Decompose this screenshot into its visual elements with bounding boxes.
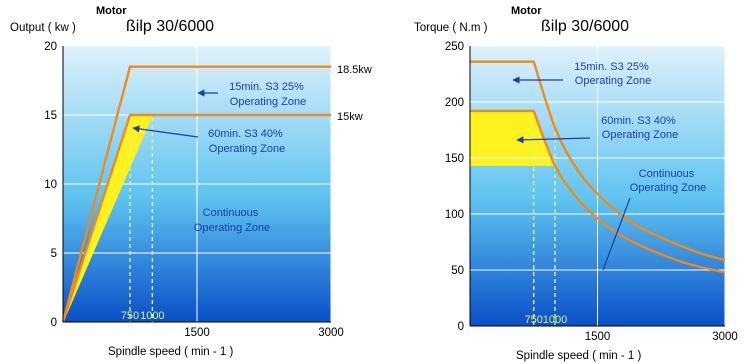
output-annotation-60min: 60min. S3 40% Operating Zone	[208, 128, 286, 155]
output-y-tick-labels: 0 5 10 15 20	[44, 41, 57, 329]
output-motor-model: ßilp 30/6000	[126, 18, 214, 35]
yellow-zone-area	[470, 110, 555, 166]
output-speed-markers: 750 1000	[121, 118, 165, 322]
output-series-lines	[61, 65, 331, 323]
torque-x-axis-label: Spindle speed ( min - 1 )	[516, 350, 641, 362]
output-annotation-continuous: Continuous Operating Zone	[194, 207, 270, 234]
torque-annotation-15min: 15min. S3 25% Operating Zone	[574, 61, 652, 87]
output-yellow-zone	[62, 114, 153, 323]
output-y-axis-label: Output ( kw )	[10, 22, 76, 34]
output-x-tick-labels: 1500 3000	[184, 327, 344, 339]
speed-marker-label: 1000	[543, 314, 567, 326]
y-tick-label: 5	[51, 248, 57, 260]
y-tick-label: 50	[451, 265, 464, 277]
torque-annotation-60min: 60min. S3 40% Operating Zone	[601, 115, 679, 141]
torque-annotation-continuous: Continuous Operating Zone	[630, 168, 706, 194]
y-tick-label: 250	[445, 41, 464, 53]
torque-annotation-continuous-leader	[602, 197, 631, 271]
continuous-boundary-line	[62, 114, 153, 323]
y-tick-label: 0	[458, 321, 464, 333]
y-tick-label: 200	[445, 97, 464, 109]
speed-marker-label: 750	[525, 314, 543, 326]
y-tick-label: 0	[51, 317, 57, 329]
torque-y-tick-labels: 0 50 100 150 200 250	[445, 41, 464, 333]
series-curve-15min	[61, 65, 331, 323]
x-tick-label: 3000	[318, 327, 344, 339]
y-tick-label: 100	[445, 209, 464, 221]
output-motor-label: Motor	[96, 5, 127, 17]
output-end-label-18-5kw: 18.5kw	[337, 64, 372, 76]
torque-annotation-60min-leader	[516, 136, 591, 144]
output-annotation-60min-leader	[132, 125, 199, 138]
output-end-label-15kw: 15kw	[337, 111, 363, 123]
series-curve-60min	[470, 109, 726, 274]
torque-motor-model: ßilp 30/6000	[541, 18, 629, 35]
y-tick-label: 15	[44, 110, 57, 122]
y-tick-label: 20	[44, 41, 57, 53]
torque-chart: 750 1000 0 50 100 150 200 250 1500 3000 Motor ß…	[414, 5, 738, 362]
series-curve-60min	[61, 113, 331, 323]
speed-marker-label: 750	[121, 310, 139, 322]
output-x-axis-label: Spindle speed ( min - 1 )	[108, 346, 233, 358]
torque-series-lines	[470, 60, 726, 274]
x-tick-label: 3000	[712, 331, 738, 343]
y-tick-label: 150	[445, 153, 464, 165]
x-tick-label: 1500	[184, 327, 210, 339]
speed-marker-label: 1000	[140, 310, 164, 322]
torque-gridlines	[470, 45, 726, 326]
torque-x-tick-labels: 1500 3000	[585, 331, 738, 343]
torque-motor-label: Motor	[511, 5, 542, 17]
torque-y-axis-label: Torque ( N.m )	[414, 22, 488, 34]
y-tick-label: 10	[44, 179, 57, 191]
x-tick-label: 1500	[585, 331, 611, 343]
torque-yellow-zone	[470, 110, 555, 166]
output-annotation-15min: 15min. S3 25% Operating Zone	[229, 81, 307, 108]
series-curve-15min	[470, 60, 726, 262]
output-chart: 750 1000 0 5 10 15 20 1500 3000 Motor ßilp 30/…	[10, 5, 372, 358]
torque-speed-markers: 750 1000	[525, 118, 567, 326]
